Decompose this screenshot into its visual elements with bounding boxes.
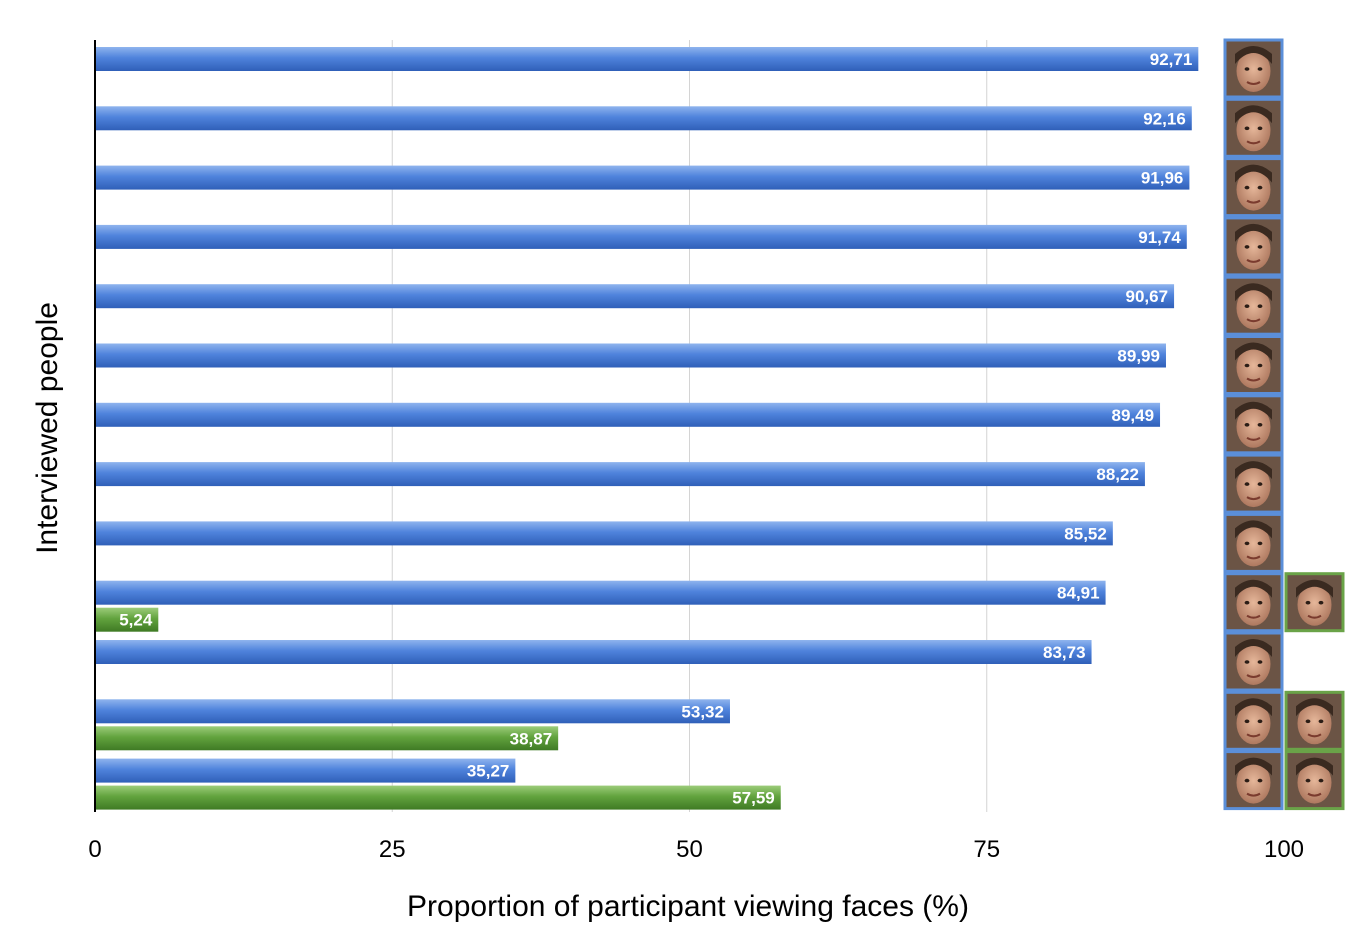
x-axis-title: Proportion of participant viewing faces … [407, 890, 969, 923]
x-tick-label: 50 [676, 836, 703, 863]
blue-bar [96, 640, 1092, 664]
blue-bar [96, 106, 1192, 131]
blue-bar-label: 88,22 [1096, 465, 1139, 484]
green-bar [96, 726, 559, 751]
blue-bar-label: 89,49 [1111, 406, 1154, 425]
blue-bar-label: 92,71 [1150, 50, 1193, 69]
blue-bar [96, 699, 730, 724]
blue-bar [96, 521, 1113, 546]
green-bar-label: 38,87 [510, 729, 553, 748]
blue-bar-label: 89,99 [1117, 347, 1160, 366]
x-tick-label: 100 [1264, 836, 1304, 863]
blue-bar-label: 53,32 [681, 702, 724, 721]
blue-bar [96, 462, 1145, 487]
blue-bar [96, 47, 1199, 71]
x-axis-ticks: 0 25 50 75 100 [88, 836, 1304, 863]
woman-headscarf-face [1223, 394, 1284, 455]
blue-bar [96, 580, 1106, 605]
blue-bar [96, 284, 1175, 309]
blue-bar-label: 91,74 [1138, 228, 1181, 247]
x-tick-label: 25 [379, 836, 406, 863]
x-tick-label: 0 [88, 836, 101, 863]
blue-bar [96, 224, 1187, 249]
y-axis-title: Interviewed people [31, 302, 64, 554]
woman-sunglasses-face [1223, 38, 1284, 99]
face-thumbnails [1223, 38, 1345, 811]
woman-smiling-face [1223, 631, 1284, 692]
x-tick-label: 75 [973, 836, 1000, 863]
blue-bar [96, 758, 516, 783]
blue-bar [96, 343, 1166, 368]
blue-bar-label: 85,52 [1064, 524, 1107, 543]
blue-bar-label: 35,27 [467, 762, 510, 781]
woman-face [1223, 750, 1284, 811]
blue-bar-label: 92,16 [1143, 109, 1186, 128]
bearded-man-glasses-face [1223, 97, 1284, 158]
green-bar-label: 57,59 [732, 789, 775, 808]
bars: 92,71 92,16 91,96 91,74 90,67 89,99 89,49 88,22… [96, 47, 1199, 810]
woman-face [1284, 690, 1345, 751]
green-bar [96, 607, 159, 632]
blue-bar-label: 91,96 [1141, 169, 1184, 188]
woman-curly-hair-face [1223, 275, 1284, 336]
woman-dark-bob-face [1284, 572, 1345, 633]
woman-red-hat-face [1223, 335, 1284, 395]
green-bar [96, 785, 781, 810]
blue-bar-label: 84,91 [1057, 584, 1100, 603]
blue-bar [96, 402, 1161, 427]
man-face [1284, 750, 1345, 811]
man-sunglasses-face [1223, 157, 1284, 218]
man-face [1223, 512, 1284, 573]
blue-bar-label: 90,67 [1126, 287, 1169, 306]
blue-bar-label: 83,73 [1043, 643, 1086, 662]
green-bar-label: 5,24 [119, 611, 153, 630]
bald-man-sunglasses-face [1223, 453, 1284, 514]
woman-face [1223, 572, 1284, 633]
man-face [1223, 216, 1284, 277]
man-face [1223, 690, 1284, 751]
blue-bar [96, 165, 1190, 190]
